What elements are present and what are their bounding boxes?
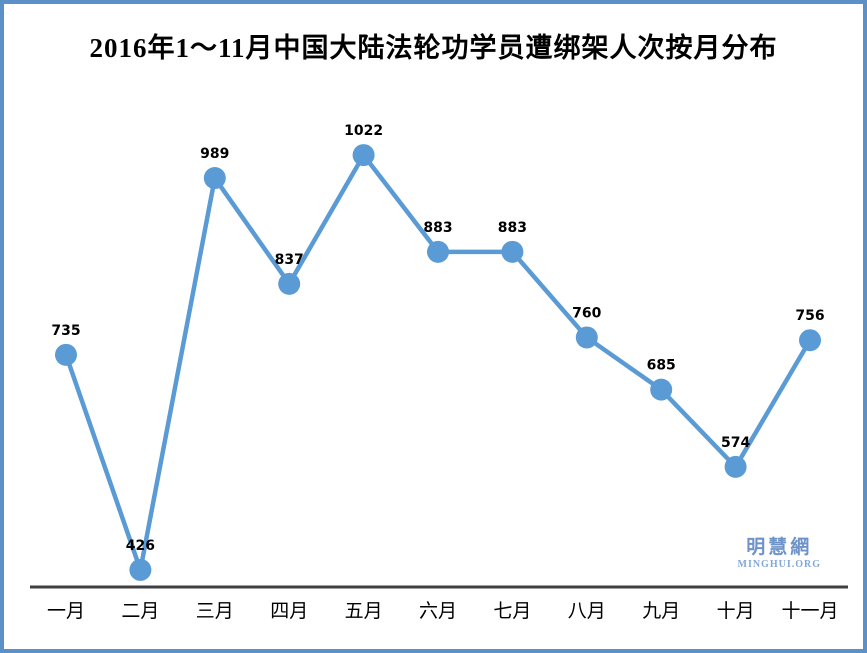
x-axis-tick-label: 七月 [493, 600, 531, 622]
data-point-marker [129, 558, 152, 581]
x-axis-tick-label: 五月 [345, 601, 383, 622]
x-axis-tick-label: 四月 [270, 601, 308, 622]
data-point-label: 735 [51, 323, 80, 339]
data-point-label: 760 [572, 305, 601, 321]
data-point-label: 883 [498, 220, 527, 236]
x-axis-tick-label: 六月 [419, 600, 457, 622]
data-point-label: 574 [721, 435, 750, 451]
data-point-marker [501, 240, 524, 263]
data-point-marker [352, 144, 375, 167]
x-axis-tick-label: 二月 [121, 601, 159, 622]
line-chart: 735 一月 426 二月 989 三月 837 四月 1022 五月 883 六月 883 七月 760 八… [30, 123, 848, 622]
data-point-label: 426 [126, 538, 155, 554]
data-line [63, 152, 813, 573]
data-point-marker [575, 326, 598, 349]
x-axis-tick-label: 三月 [196, 601, 234, 622]
data-point-marker [203, 167, 226, 190]
data-point-label: 1022 [344, 123, 383, 139]
data-point-marker [55, 343, 77, 366]
data-point-label: 837 [275, 252, 304, 268]
watermark-cjk-text: 明慧網 [746, 537, 813, 558]
minghui-watermark: 明慧網 MINGHUI.ORG [738, 538, 822, 570]
data-point-label: 989 [200, 146, 229, 162]
data-point-marker [650, 378, 673, 401]
data-point-marker [278, 272, 301, 295]
data-point-label: 883 [423, 220, 452, 236]
data-point-marker [799, 329, 821, 352]
data-point-label: 756 [795, 308, 824, 324]
x-axis-tick-label: 一月 [47, 601, 85, 622]
x-axis-tick-label: 八月 [568, 601, 606, 622]
x-axis-tick-label: 十月 [717, 600, 755, 622]
data-point-marker [724, 455, 747, 478]
data-point-marker [427, 240, 449, 263]
data-point-label: 685 [647, 358, 676, 374]
chart-title: 2016年1～11月中国大陆法轮功学员遭绑架人次按月分布 [89, 33, 778, 63]
x-axis-tick-label: 十一月 [781, 600, 838, 622]
watermark-latin-text: MINGHUI.ORG [737, 559, 821, 570]
x-axis-tick-label: 九月 [642, 600, 680, 622]
